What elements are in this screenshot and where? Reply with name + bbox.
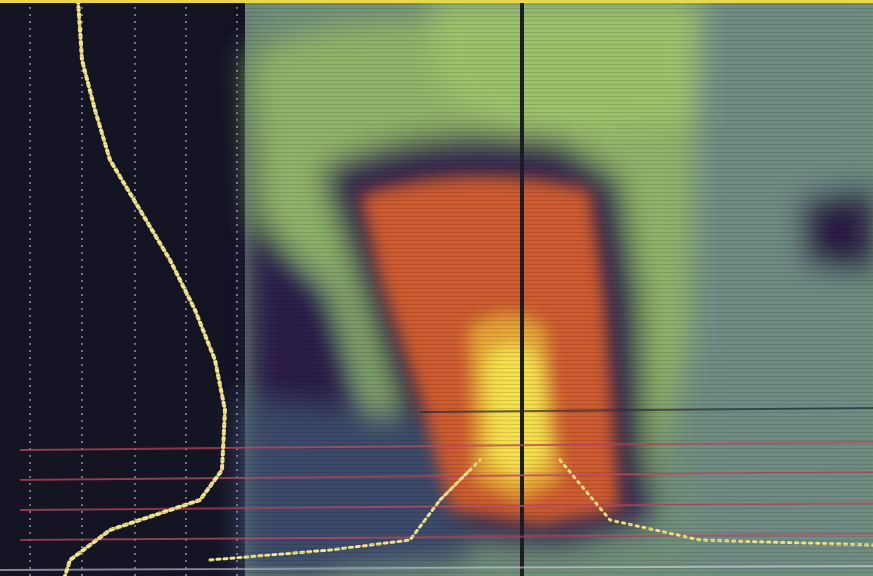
radar-image [0, 0, 873, 576]
scanlines [0, 0, 873, 576]
top-border [0, 0, 873, 3]
page [0, 0, 873, 576]
